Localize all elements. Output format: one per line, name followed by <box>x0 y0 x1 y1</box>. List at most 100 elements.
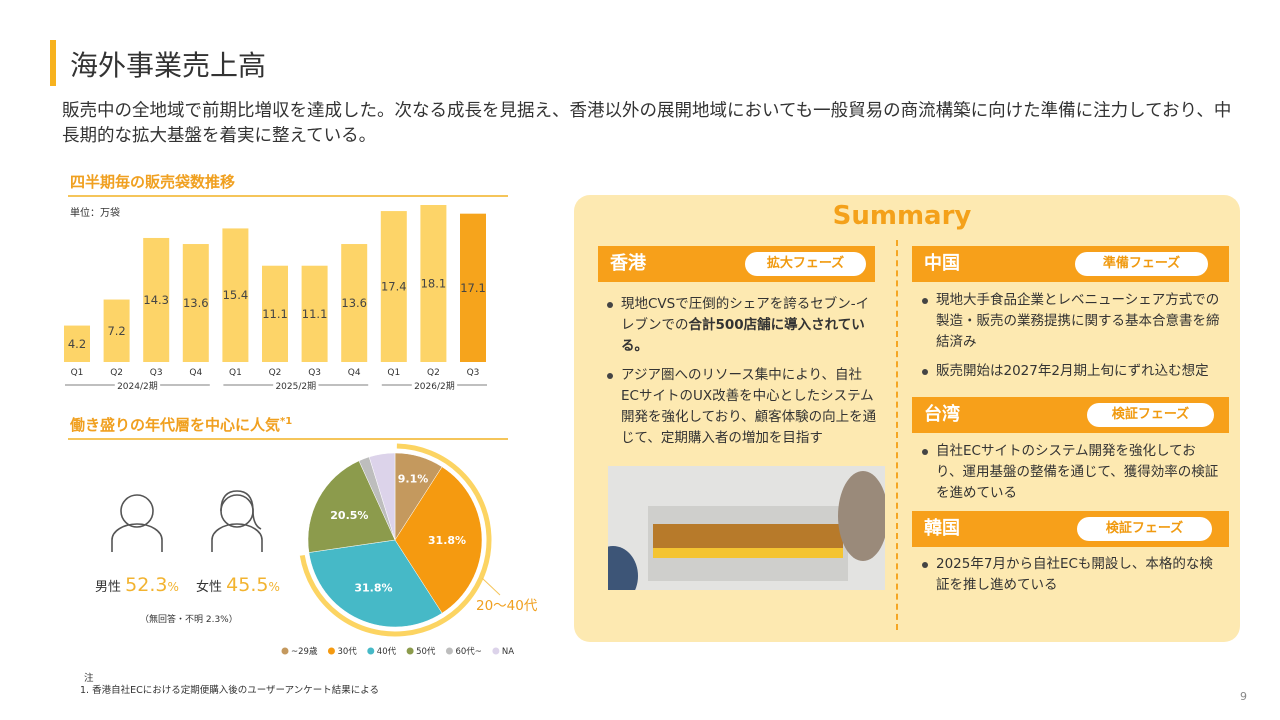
bar-value: 18.1 <box>421 277 447 291</box>
bar-value: 11.1 <box>262 307 288 321</box>
legend-marker <box>367 647 375 655</box>
bar <box>222 228 249 362</box>
section-title: 働き盛りの年代層を中心に人気*1 <box>70 414 292 435</box>
bar-value: 13.6 <box>183 296 209 310</box>
bullet: 自社ECサイトのシステム開発を強化しており、運用基盤の整備を通じて、獲得効率の検… <box>920 441 1220 504</box>
label: 女性 <box>196 580 223 595</box>
legend-label: NA <box>502 647 514 657</box>
bar <box>64 325 90 362</box>
bullets: 現地CVSで圧倒的シェアを誇るセブン-イレブンでの合計500店舗に導入されている… <box>605 294 877 457</box>
bar-value: 4.2 <box>68 337 86 351</box>
category-label: Q1 <box>229 368 242 378</box>
region-header: 台湾 検証フェーズ <box>912 397 1229 433</box>
emphasis: 合計500店舗に導入されている。 <box>621 317 865 354</box>
bar-value: 7.2 <box>107 324 125 338</box>
bar <box>262 265 288 362</box>
phase-pill: 検証フェーズ <box>1087 403 1214 427</box>
legend-marker <box>327 647 335 655</box>
bullets: 自社ECサイトのシステム開発を強化しており、運用基盤の整備を通じて、獲得効率の検… <box>920 441 1220 512</box>
unit-label: 単位：万袋 <box>70 208 120 219</box>
category-label: Q4 <box>348 368 361 378</box>
region-name: 香港 <box>610 253 646 274</box>
summary-title: Summary <box>832 201 972 231</box>
region-header: 中国 準備フェーズ <box>912 246 1229 282</box>
divider <box>896 240 898 630</box>
category-label: Q3 <box>308 368 321 378</box>
region-name: 中国 <box>924 253 960 274</box>
region-header: 韓国 検証フェーズ <box>912 511 1229 547</box>
bar-value: 13.6 <box>341 296 367 310</box>
category-label: Q1 <box>387 368 400 378</box>
group-label: 2025/2期 <box>275 381 316 392</box>
annotation-leader <box>481 577 501 596</box>
slice-label: 9.1% <box>398 473 429 486</box>
section-title: 四半期毎の販売袋数推移 <box>70 173 236 191</box>
phase-pill: 検証フェーズ <box>1077 517 1212 541</box>
bullet: 現地CVSで圧倒的シェアを誇るセブン-イレブンでの合計500店舗に導入されている… <box>605 294 877 357</box>
legend-marker <box>492 647 500 655</box>
group-label: 2024/2期 <box>117 381 158 392</box>
bar <box>103 299 130 362</box>
pie-slice <box>394 466 483 614</box>
legend-label: 50代 <box>416 646 436 657</box>
region-header: 香港 拡大フェーズ <box>598 246 875 282</box>
pie-slice <box>308 539 443 628</box>
note-ref: *1 <box>280 416 293 427</box>
slice-label: 31.8% <box>354 581 392 594</box>
bar <box>341 244 368 362</box>
slide-title: 海外事業売上高 <box>70 49 267 82</box>
slice-label: 20.5% <box>330 509 368 522</box>
gender-stat: 男性 52.3% <box>95 574 179 596</box>
title-accent <box>50 40 56 86</box>
gender-stat: 女性 45.5% <box>196 574 280 596</box>
phase-pill: 準備フェーズ <box>1075 252 1208 276</box>
unit: % <box>167 580 179 594</box>
note-item: 1. 香港自社ECにおける定期便購入後のユーザーアンケート結果による <box>80 685 379 696</box>
page-number: 9 <box>1240 690 1247 703</box>
bullet: 現地大手食品企業とレベニューシェア方式での製造・販売の業務提携に関する基本合意書… <box>920 290 1220 353</box>
legend-marker <box>406 647 414 655</box>
pie-slice <box>307 460 396 553</box>
bar <box>420 205 447 362</box>
bar <box>301 265 328 362</box>
value: 45.5 <box>226 574 269 596</box>
gender-icons <box>111 490 263 552</box>
bar-value: 17.4 <box>381 280 407 294</box>
category-label: Q3 <box>150 368 163 378</box>
bar-value: 17.1 <box>460 281 486 295</box>
legend-label: ~29歳 <box>291 646 318 657</box>
bar-value: 11.1 <box>302 307 328 321</box>
unit: % <box>268 580 280 594</box>
bullet: アジア圏へのリソース集中により、自社ECサイトのUX改善を中心としたシステム開発… <box>605 365 877 449</box>
legend-marker <box>445 647 453 655</box>
bar-value: 14.3 <box>143 293 169 307</box>
pie-title: 働き盛りの年代層を中心に人気 <box>70 416 281 434</box>
pie-slice <box>368 452 396 541</box>
category-label: Q2 <box>427 368 440 378</box>
category-label: Q1 <box>71 368 84 378</box>
bullet: 2025年7月から自社ECも開設し、本格的な検証を推し進めている <box>920 554 1220 596</box>
legend-label: 60代~ <box>455 646 481 657</box>
bar-value: 15.4 <box>223 288 249 302</box>
phase-pill: 拡大フェーズ <box>745 252 866 276</box>
annotation: 20〜40代 <box>476 598 538 614</box>
gender-note: （無回答・不明 2.3%） <box>140 615 238 625</box>
slice-label: 31.8% <box>428 534 466 547</box>
store-photo <box>608 466 885 590</box>
category-label: Q2 <box>110 368 123 378</box>
legend-label: 30代 <box>337 646 357 657</box>
bar <box>380 211 407 362</box>
legend-label: 40代 <box>377 646 397 657</box>
bullets: 現地大手食品企業とレベニューシェア方式での製造・販売の業務提携に関する基本合意書… <box>920 290 1220 390</box>
bar <box>143 237 170 362</box>
text: 現地CVSで圧倒的シェアを誇るセブン-イレブンでの <box>621 296 870 333</box>
category-label: Q3 <box>467 368 480 378</box>
bullets: 2025年7月から自社ECも開設し、本格的な検証を推し進めている <box>920 554 1220 604</box>
legend-marker <box>281 647 289 655</box>
group-label: 2026/2期 <box>414 381 455 392</box>
section-rule <box>68 438 508 440</box>
bullet: 販売開始は2027年2月期上旬にずれ込む想定 <box>920 361 1220 382</box>
highlight-arc <box>299 443 492 637</box>
